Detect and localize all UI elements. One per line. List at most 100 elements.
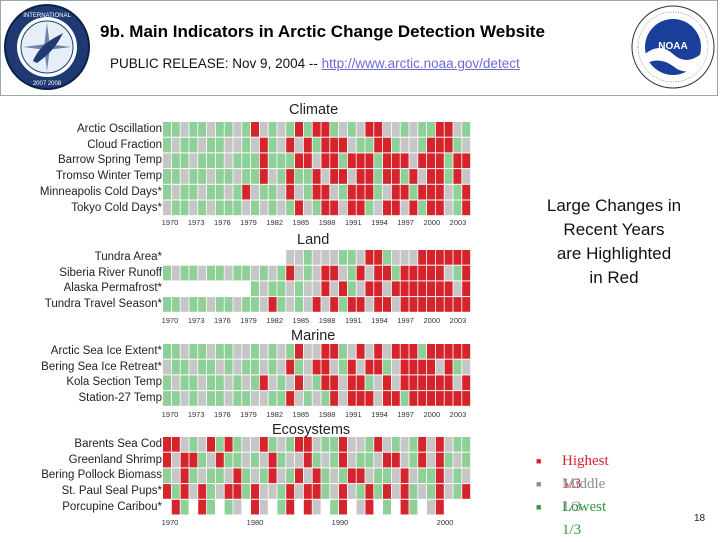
indicator-cell (163, 122, 171, 137)
indicator-cell (163, 391, 171, 406)
year-tick-label: 1988 (319, 218, 336, 227)
indicator-cell (277, 184, 286, 200)
indicator-cell (400, 200, 409, 216)
indicator-cell (215, 137, 224, 153)
indicator-cell (224, 468, 233, 484)
indicator-cell (251, 437, 259, 452)
indicator-cell (418, 359, 427, 375)
indicator-label: Bering Pollock Biomass (41, 469, 162, 482)
indicator-cell (171, 391, 180, 406)
indicator-cell (295, 184, 303, 200)
indicator-cell (233, 468, 242, 484)
indicator-cell (171, 281, 180, 297)
indicator-cell (268, 250, 277, 265)
indicator-cell (462, 391, 471, 406)
indicator-cell (180, 344, 189, 359)
indicator-cell (383, 359, 391, 375)
indicator-cell (295, 281, 303, 297)
indicator-cell (427, 452, 435, 468)
indicator-cell (312, 153, 321, 169)
indicator-cell (189, 169, 198, 184)
indicator-cell (347, 484, 356, 499)
svg-text:INTERNATIONAL: INTERNATIONAL (23, 13, 71, 19)
indicator-cell (268, 169, 277, 184)
indicator-cell (233, 137, 242, 153)
indicator-cell (462, 281, 471, 297)
indicator-cell (339, 468, 347, 484)
indicator-cell (277, 391, 286, 406)
indicator-cell (365, 281, 374, 297)
indicator-cell (233, 250, 242, 265)
indicator-cell (180, 153, 189, 169)
indicator-cell (383, 153, 391, 169)
indicator-cell (286, 184, 295, 200)
indicator-cell (295, 297, 303, 312)
indicator-cell (427, 391, 435, 406)
indicator-cell (383, 344, 391, 359)
indicator-cell (435, 281, 444, 297)
indicator-cell (356, 122, 365, 137)
indicator-cell (427, 200, 435, 216)
indicator-cell (321, 200, 330, 216)
indicator-cell (286, 250, 295, 265)
indicator-cell (198, 169, 207, 184)
indicator-cell (330, 484, 339, 499)
indicator-cell (224, 499, 233, 515)
indicator-cell (418, 468, 427, 484)
indicator-cell (339, 344, 347, 359)
indicator-cell (215, 153, 224, 169)
indicator-cell (347, 250, 356, 265)
indicator-cell (207, 169, 215, 184)
indicator-cell (180, 484, 189, 499)
indicator-cell (242, 375, 251, 391)
indicator-cell (233, 391, 242, 406)
section-title-land: Land (297, 232, 330, 248)
indicator-cell (321, 391, 330, 406)
indicator-cell (268, 137, 277, 153)
indicator-cell (330, 200, 339, 216)
indicator-cell (330, 122, 339, 137)
indicator-cell (242, 437, 251, 452)
indicator-cell (207, 297, 215, 312)
indicator-cell (277, 297, 286, 312)
indicator-cell (400, 344, 409, 359)
indicator-cell (330, 468, 339, 484)
indicator-cell (312, 452, 321, 468)
indicator-cell (189, 375, 198, 391)
indicator-cell (418, 153, 427, 169)
indicator-cell (268, 484, 277, 499)
indicator-cell (321, 484, 330, 499)
indicator-cell (251, 499, 259, 515)
year-tick-label: 1973 (188, 410, 205, 419)
indicator-cell (400, 437, 409, 452)
indicator-cell (180, 281, 189, 297)
indicator-cell (295, 250, 303, 265)
indicator-cell (418, 391, 427, 406)
indicator-label: Tromso Winter Temp (55, 170, 162, 183)
indicator-cell (277, 344, 286, 359)
indicator-cell (233, 499, 242, 515)
detect-website-link[interactable]: http://www.arctic.noaa.gov/detect (321, 56, 520, 71)
indicator-cell (277, 250, 286, 265)
indicator-cell (383, 375, 391, 391)
indicator-cell (400, 452, 409, 468)
indicator-cell (171, 250, 180, 265)
indicator-cell (356, 452, 365, 468)
indicator-cell (303, 468, 312, 484)
indicator-cell (242, 250, 251, 265)
indicator-cell (286, 452, 295, 468)
indicator-cell (303, 391, 312, 406)
indicator-cell (444, 250, 453, 265)
indicator-cell (330, 359, 339, 375)
indicator-cell (365, 344, 374, 359)
indicator-cell (418, 281, 427, 297)
indicator-cell (374, 137, 383, 153)
indicator-cell (453, 169, 462, 184)
indicator-cell (400, 265, 409, 281)
indicator-cell (400, 468, 409, 484)
indicator-cell (418, 297, 427, 312)
release-date-text: PUBLIC RELEASE: Nov 9, 2004 -- (110, 56, 322, 71)
indicator-cell (215, 169, 224, 184)
indicator-cell (400, 375, 409, 391)
indicator-cell (444, 184, 453, 200)
